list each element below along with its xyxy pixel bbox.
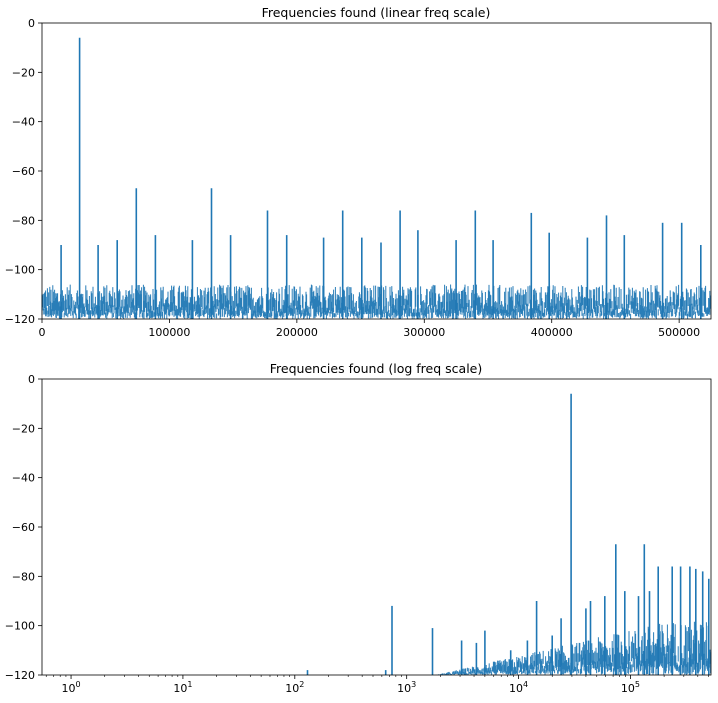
y-tick-label: −40	[12, 472, 35, 485]
y-tick-label: −20	[12, 422, 35, 435]
y-tick-label: −20	[12, 66, 35, 79]
y-tick-label: −80	[12, 214, 35, 227]
x-tick-label: 200000	[276, 326, 318, 339]
y-tick-label: −120	[5, 669, 35, 682]
spectrum-series	[306, 393, 712, 675]
log-scale-chart: Frequencies found (log freq scale) 0 −20 −…	[5, 361, 712, 695]
x-tick-label: 300000	[403, 326, 445, 339]
x-tick-label: 101	[173, 680, 192, 695]
chart-title: Frequencies found (log freq scale)	[270, 361, 482, 376]
axes-frame	[41, 22, 712, 320]
y-axis-ticks: 0 −20 −40 −60 −80 −100 −120	[5, 373, 42, 682]
plot-area	[42, 379, 711, 675]
y-axis-ticks: 0 −20 −40 −60 −80 −100 −120	[5, 17, 42, 326]
x-tick-label: 104	[509, 680, 528, 695]
x-tick-label: 400000	[531, 326, 573, 339]
x-tick-label: 0	[39, 326, 46, 339]
y-tick-label: −40	[12, 116, 35, 129]
y-tick-label: −100	[5, 264, 35, 277]
plot-area	[42, 23, 711, 319]
linear-scale-chart: Frequencies found (linear freq scale) 0−…	[5, 5, 712, 339]
axes-frame	[41, 378, 712, 676]
x-tick-label: 105	[621, 680, 640, 695]
x-tick-label: 102	[285, 680, 304, 695]
y-tick-label: −60	[12, 165, 35, 178]
x-axis-ticks: 100 101 102 103 104 105	[45, 675, 709, 695]
x-tick-label: 100	[62, 680, 81, 695]
y-tick-label: −100	[5, 620, 35, 633]
x-tick-label: 100000	[148, 326, 190, 339]
y-tick-label: 0	[28, 373, 35, 386]
x-tick-label: 103	[397, 680, 416, 695]
x-tick-label: 500000	[658, 326, 700, 339]
x-axis-ticks: 0 100000 200000 300000 400000 500000	[39, 319, 700, 339]
spectrum-series	[41, 37, 711, 319]
y-tick-label: 0	[28, 17, 35, 30]
y-tick-label: −120	[5, 313, 35, 326]
chart-title: Frequencies found (linear freq scale)	[262, 5, 491, 20]
y-tick-label: −80	[12, 570, 35, 583]
y-tick-label: −60	[12, 521, 35, 534]
